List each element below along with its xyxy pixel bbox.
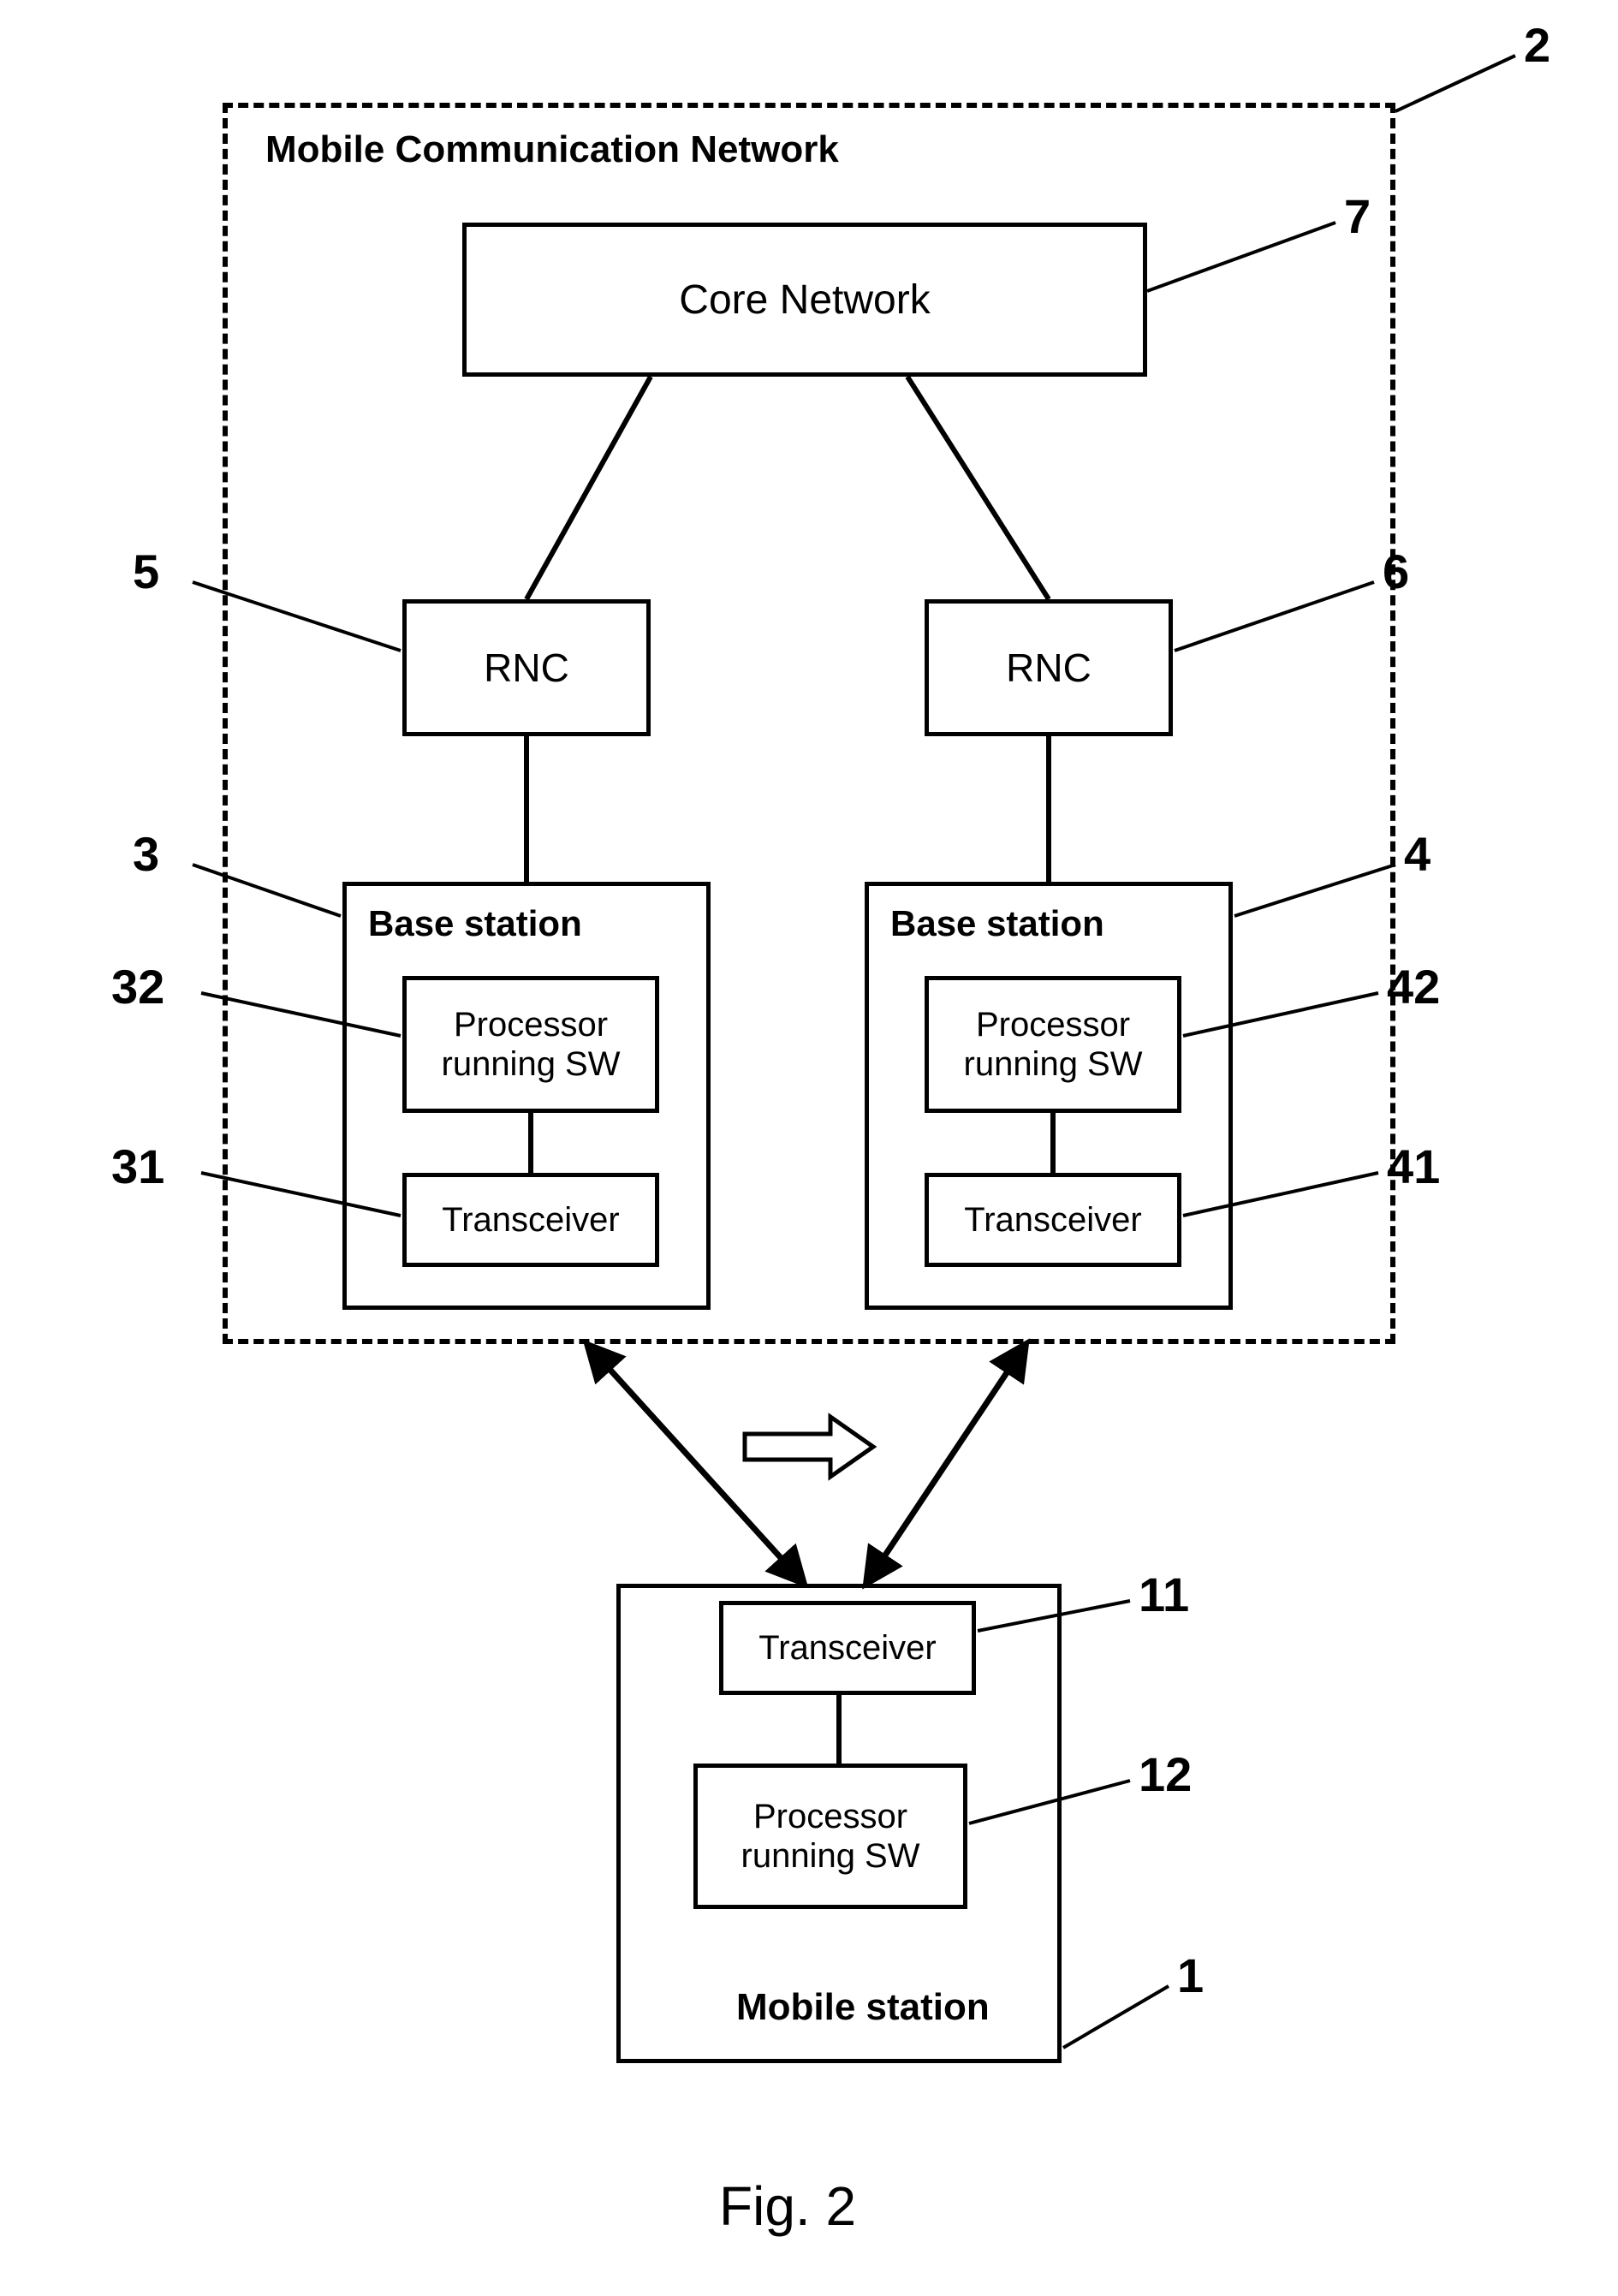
mobile-processor-box: Processor running SW: [693, 1764, 967, 1909]
wireless-right: [869, 1348, 1023, 1579]
ref-1: 1: [1177, 1948, 1204, 2003]
mobile-transceiver-label: Transceiver: [758, 1629, 936, 1668]
ref-7: 7: [1344, 188, 1371, 244]
core-network-label: Core Network: [679, 277, 930, 324]
mobile-processor-label: Processor running SW: [741, 1797, 920, 1876]
ref-3: 3: [133, 826, 159, 882]
base-left-transceiver-label: Transceiver: [442, 1201, 619, 1240]
diagram-canvas: Mobile Communication Network Core Networ…: [0, 0, 1618, 2296]
rnc-left-label: RNC: [484, 645, 569, 691]
ref-12: 12: [1139, 1746, 1192, 1802]
base-right-transceiver-box: Transceiver: [925, 1173, 1181, 1267]
rnc-right-box: RNC: [925, 599, 1173, 736]
figure-caption: Fig. 2: [719, 2174, 856, 2238]
ref-5: 5: [133, 544, 159, 599]
lead-2: [1395, 56, 1515, 111]
ref-2: 2: [1524, 17, 1550, 73]
ref-6: 6: [1383, 544, 1409, 599]
base-left-processor-box: Processor running SW: [402, 976, 659, 1113]
rnc-right-label: RNC: [1006, 645, 1092, 691]
ref-4: 4: [1404, 826, 1431, 882]
base-right-processor-label: Processor running SW: [964, 1005, 1143, 1084]
lead-1: [1063, 1986, 1169, 2048]
rnc-left-box: RNC: [402, 599, 651, 736]
ref-42: 42: [1387, 959, 1440, 1014]
base-right-title: Base station: [890, 903, 1104, 944]
ref-41: 41: [1387, 1139, 1440, 1194]
mobile-station-title: Mobile station: [736, 1986, 990, 2029]
ref-11: 11: [1139, 1567, 1189, 1622]
base-left-processor-label: Processor running SW: [442, 1005, 621, 1084]
ref-32: 32: [111, 959, 164, 1014]
base-right-processor-box: Processor running SW: [925, 976, 1181, 1113]
mobile-transceiver-box: Transceiver: [719, 1601, 976, 1695]
network-title: Mobile Communication Network: [265, 128, 839, 171]
base-right-transceiver-label: Transceiver: [964, 1201, 1141, 1240]
wireless-left: [591, 1348, 800, 1579]
base-left-title: Base station: [368, 903, 582, 944]
handover-arrow-icon: [745, 1417, 873, 1477]
ref-31: 31: [111, 1139, 164, 1194]
base-left-transceiver-box: Transceiver: [402, 1173, 659, 1267]
core-network-box: Core Network: [462, 223, 1147, 377]
